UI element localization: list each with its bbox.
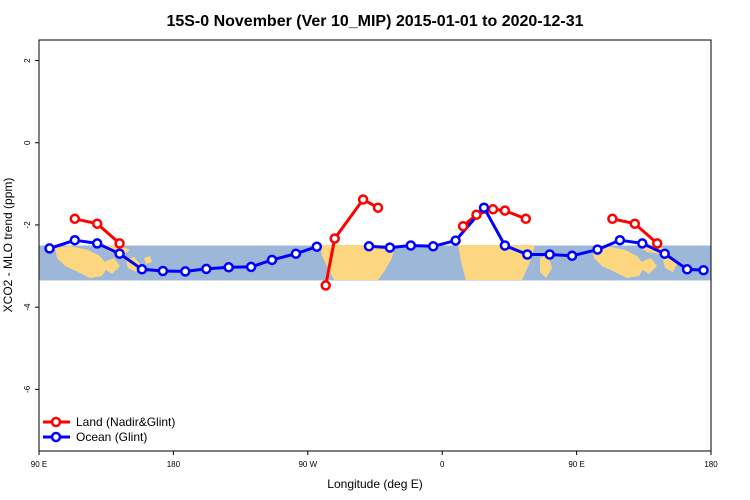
series-1-point-1-2 [405,240,417,251]
x-axis-label: Longitude (deg E) [327,477,422,491]
x-tick-label: 180 [167,460,181,469]
series-0-point-1-1 [329,233,340,244]
legend-land-marker [50,416,62,428]
series-0-point-3-2 [651,238,663,249]
series-1-point-1-0 [363,241,375,252]
series-1-point-1-14 [681,264,693,275]
x-tick-label: 0 [440,460,445,469]
series-0-point-0-0 [69,213,81,225]
series-0-point-2-0 [457,220,469,232]
series-1-point-1-6 [499,240,511,251]
series-1-point-0-12 [311,241,323,252]
series-1-point-1-10 [592,244,603,255]
y-axis: 2 0 -2 -4 -6 [23,58,39,393]
y-tick-label: 2 [23,58,32,63]
series-0-point-0-2 [114,238,125,249]
legend-ocean-marker [50,431,62,443]
series-1-point-0-8 [223,262,234,273]
series-0-point-3-1 [629,218,641,229]
legend-land-label: Land (Nadir&Glint) [76,415,175,429]
x-tick-label: 90 E [31,460,47,469]
series-1-point-1-3 [427,241,439,252]
series-0-point-0-1 [91,218,103,229]
series-layer [44,194,709,291]
y-tick-label: -6 [23,385,32,393]
series-1-point-1-9 [566,250,578,262]
x-axis: 90 E 180 90 W 0 90 E 180 [31,451,718,469]
x-tick-label: 90 E [568,460,584,469]
legend-ocean-label: Ocean (Glint) [76,430,147,444]
series-0-point-1-0 [320,280,331,291]
plot-frame [38,39,712,452]
series-1-point-0-5 [157,265,169,277]
series-0-point-2-4 [520,213,532,225]
y-tick-label: 0 [23,140,32,145]
y-axis-label: XCO2 - MLO trend (ppm) [1,178,15,313]
series-0-point-1-2 [357,194,369,205]
legend: Land (Nadir&Glint) Ocean (Glint) [43,415,175,444]
series-1-point-1-15 [698,264,709,276]
series-0-point-1-3 [372,202,384,213]
series-1-point-1-7 [522,249,533,260]
series-1-point-1-13 [659,248,670,259]
x-tick-label: 180 [704,460,718,469]
series-1-point-1-4 [450,235,461,246]
series-0-point-2-1 [471,209,482,220]
series-1-point-0-1 [69,234,81,246]
series-1-point-0-11 [290,248,302,259]
series-1-point-0-10 [266,254,278,266]
x-tick-label: 90 W [298,460,317,469]
series-1-point-1-12 [637,238,648,249]
series-1-point-1-5 [478,202,490,213]
series-0-point-3-0 [607,213,618,225]
series-1-point-0-4 [136,264,148,275]
series-1-point-1-11 [614,234,626,246]
series-1-point-0-7 [201,263,212,275]
y-tick-label: -4 [23,303,32,311]
series-1-point-0-9 [245,261,257,273]
chart-title: 15S-0 November (Ver 10_MIP) 2015-01-01 t… [166,13,583,30]
series-1-point-0-2 [91,238,103,249]
series-1-point-0-6 [180,266,191,277]
series-1-point-1-8 [544,249,555,260]
y-tick-label: -2 [23,221,32,229]
series-1-point-1-1 [384,242,396,253]
series-1-point-0-3 [114,248,125,259]
series-1-point-0-0 [44,243,55,254]
series-0-point-2-3 [499,205,511,216]
series-0-line-1 [324,198,379,286]
series-1-line-1 [368,206,704,272]
series-0-point-2-2 [487,204,499,215]
